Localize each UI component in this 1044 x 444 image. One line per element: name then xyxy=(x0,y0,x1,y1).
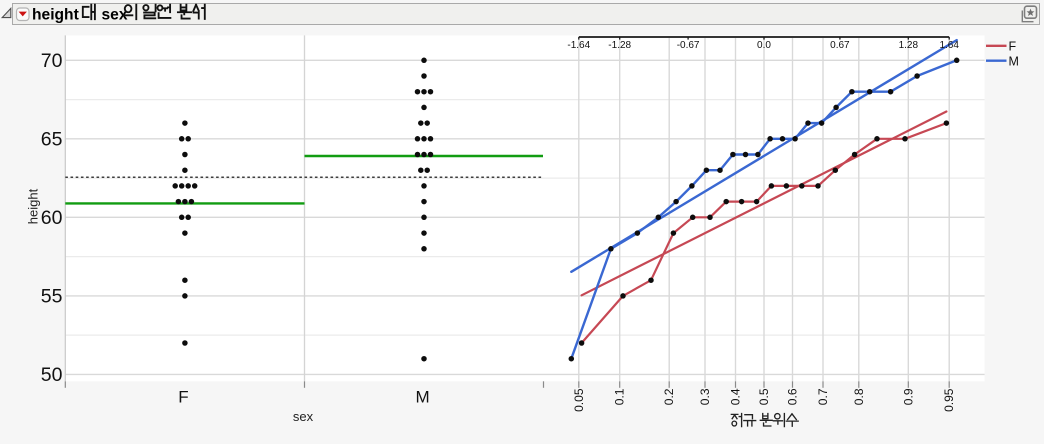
svg-text:0.3: 0.3 xyxy=(698,388,712,405)
svg-text:F: F xyxy=(1009,39,1017,53)
svg-text:0.9: 0.9 xyxy=(901,388,915,405)
svg-text:M: M xyxy=(416,388,430,407)
svg-text:-0.67: -0.67 xyxy=(677,40,700,51)
svg-text:1.64: 1.64 xyxy=(939,40,959,51)
svg-text:60: 60 xyxy=(41,207,63,229)
svg-text:50: 50 xyxy=(41,364,63,386)
svg-text:1.28: 1.28 xyxy=(899,40,919,51)
svg-text:0.4: 0.4 xyxy=(729,388,743,405)
svg-text:0.1: 0.1 xyxy=(613,388,627,405)
svg-text:0.6: 0.6 xyxy=(786,388,800,405)
svg-text:70: 70 xyxy=(41,50,63,72)
svg-text:height: height xyxy=(26,188,41,224)
svg-text:0.7: 0.7 xyxy=(816,388,830,405)
svg-text:0.05: 0.05 xyxy=(572,388,586,412)
svg-text:-1.28: -1.28 xyxy=(608,40,631,51)
svg-text:0.8: 0.8 xyxy=(852,388,866,405)
svg-text:F: F xyxy=(178,388,188,407)
svg-text:sex: sex xyxy=(293,409,314,424)
svg-text:-1.64: -1.64 xyxy=(567,40,590,51)
svg-text:0.95: 0.95 xyxy=(942,388,956,412)
svg-text:55: 55 xyxy=(41,286,63,308)
svg-text:M: M xyxy=(1009,54,1019,68)
svg-text:0.0: 0.0 xyxy=(757,40,771,51)
svg-text:0.2: 0.2 xyxy=(662,388,676,405)
svg-text:65: 65 xyxy=(41,129,63,151)
svg-text:0.5: 0.5 xyxy=(757,388,771,405)
svg-text:height: height xyxy=(32,6,79,23)
svg-text:0.67: 0.67 xyxy=(830,40,850,51)
svg-text:sex: sex xyxy=(102,6,128,23)
